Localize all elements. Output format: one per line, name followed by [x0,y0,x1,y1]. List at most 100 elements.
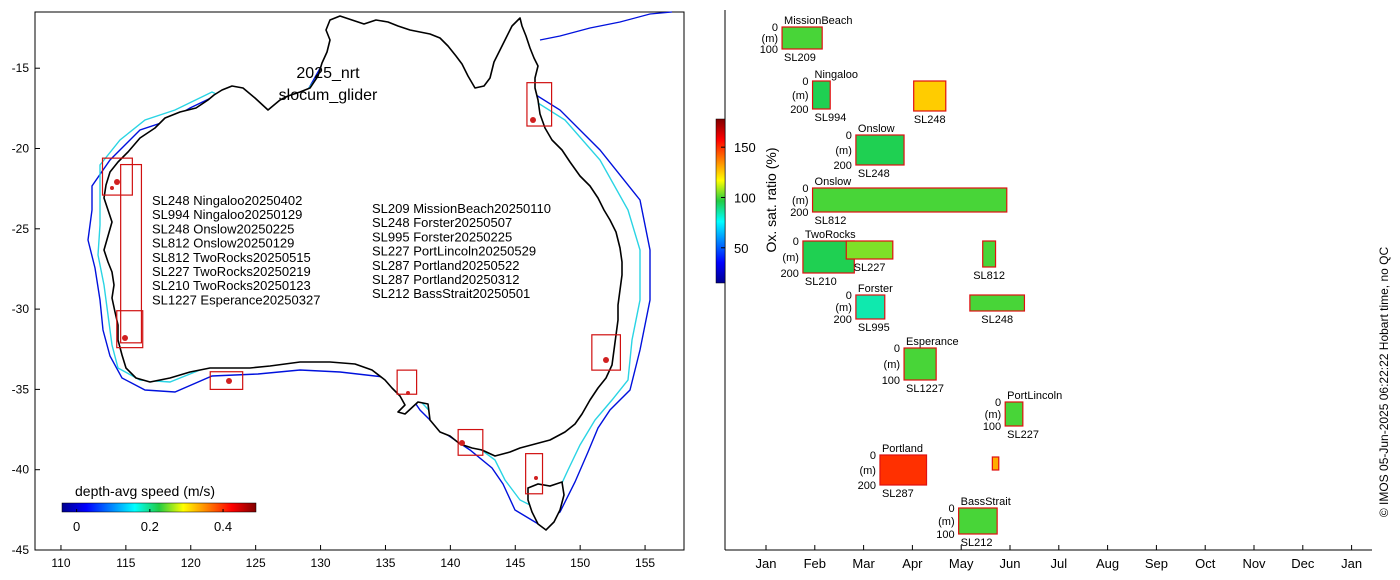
profile-depth-max: 200 [834,160,852,172]
month-label: Jun [1000,556,1021,571]
legend-entry: SL812 TwoRocks20250515 [152,250,311,265]
profile-fill [812,188,1007,212]
month-ticks: Jan Feb Mar Apr May Jun Jul Aug Sep Oct Nov Dec Jan [756,545,1362,571]
profile-depth-max: 100 [760,44,778,56]
profile-depth-zero: 0 [846,130,852,142]
map-ytick-label: -35 [12,382,30,396]
profile-depth-zero: 0 [772,22,778,34]
profile-panel: Ningaloo SL994 0 (m) 200 [790,69,858,124]
deployment-box [525,453,544,495]
oxygen-colorbar-label: Ox. sat. ratio (%) [763,147,779,252]
profile-fill [904,348,937,380]
map-xtick-label: 130 [311,556,331,570]
profile-fill [958,508,998,534]
map-xtick-label: 110 [51,556,70,570]
map-xtick-label: 155 [635,556,655,570]
profile-panel: SL248 [969,294,1026,326]
profile-depth-max: 100 [882,375,900,387]
profile-glider-label: SL227 [1007,429,1039,441]
profile-frame [1004,401,1024,427]
month-label: Nov [1242,556,1266,571]
profile-panel: SL227 [845,240,894,274]
profile-panel [991,456,1000,471]
profile-frame [781,26,823,50]
profile-fill [782,27,823,49]
australia-coastline [103,15,623,457]
profile-frame [811,80,831,110]
map-ytick-label: -20 [12,142,30,156]
legend-entry: SL1227 Esperance20250327 [152,292,320,307]
map-ytick-label: -15 [12,61,30,75]
profile-glider-label: SL1227 [906,383,944,395]
profile-site-label: Esperance [906,336,959,348]
map-xtick-label: 120 [181,556,201,570]
profile-depth-zero: 0 [870,450,876,462]
profile-depth-zero: 0 [793,236,799,248]
profile-frame [991,456,1000,471]
profile-frame [811,187,1008,213]
oxygen-colorbar-tick-label: 100 [734,190,756,205]
profile-depth-unit: (m) [985,409,1002,421]
deployment-box [101,157,133,196]
profile-depth-zero: 0 [802,183,808,195]
profile-depth-unit: (m) [859,465,876,477]
month-label: Jul [1050,556,1067,571]
legend-entry: SL287 Portland20250312 [372,272,519,287]
profile-depth-zero: 0 [802,76,808,88]
profile-panel: BassStrait SL212 0(m)100 [936,496,1011,549]
speed-colorbar-tick-label: 0 [73,519,80,534]
profile-fill [913,81,946,111]
profile-panel: Onslow SL248 0 (m) 200 [834,123,905,180]
month-label: Aug [1096,556,1119,571]
profile-panel: Portland SL287 0 (m) 200 [858,443,928,500]
profile-depth-max: 200 [858,480,876,492]
map-ticks: 110 115 120 125 130 135 140 145 150 155 -15 -20 -25 -… [12,61,656,570]
deployment-box [457,428,484,456]
profile-fill [846,241,893,259]
oxygen-colorbar-ticks: 50 100 150 [721,140,756,256]
legend-entry: SL210 TwoRocks20250123 [152,278,311,293]
map-ytick-label: -40 [12,463,30,477]
profile-fill [879,455,927,485]
profile-frame [879,454,928,486]
legend-entry: SL995 Forster20250225 [372,229,512,244]
profile-glider-label: SL248 [981,314,1013,326]
speed-colorbar-ticks: 0 0.2 0.4 [73,509,232,534]
legend-entry: SL248 Ningaloo20250402 [152,193,302,208]
profile-panel: PortLincoln SL227 0(m)100 [983,390,1062,441]
map-panel: 110 115 120 125 130 135 140 145 150 155 -15 -20 -25 -… [12,11,685,570]
legend-entry: SL209 MissionBeach20250110 [372,201,551,216]
legend-entry: SL812 Onslow20250129 [152,236,294,251]
profile-glider-label: SL287 [882,488,914,500]
map-title-line2: slocum_glider [279,87,378,104]
month-label: Oct [1195,556,1216,571]
deployment-boxes [101,82,621,495]
map-xtick-label: 150 [570,556,590,570]
profile-frame [969,294,1026,312]
profile-panel: MissionBeach SL209 0(m)100 [760,15,853,64]
month-label: Jan [1341,556,1362,571]
legend-entry: SL212 BassStrait20250501 [372,286,530,301]
profile-depth-max: 100 [936,529,954,541]
profile-depth-max: 200 [790,207,808,219]
speed-colorbar-tick-label: 0.4 [214,519,232,534]
speed-colorbar [61,502,257,513]
profile-panel: Esperance SL1227 0 (m) 100 [882,336,959,395]
oxygen-colorbar [715,118,726,284]
map-title-line1: 2025_nrt [296,65,360,82]
map-ytick-label: -25 [12,222,30,236]
profile-depth-zero: 0 [894,343,900,355]
profile-depth-unit: (m) [938,516,955,528]
oxygen-colorbar-tick-label: 150 [734,140,756,155]
deployment-box [591,334,621,371]
map-xtick-label: 145 [505,556,525,570]
profile-site-label: Onslow [815,176,852,188]
deployment-box [209,371,244,391]
profile-depth-unit: (m) [792,195,809,207]
month-label: Mar [852,556,875,571]
profile-fill [855,295,885,319]
profile-depth-zero: 0 [846,290,852,302]
